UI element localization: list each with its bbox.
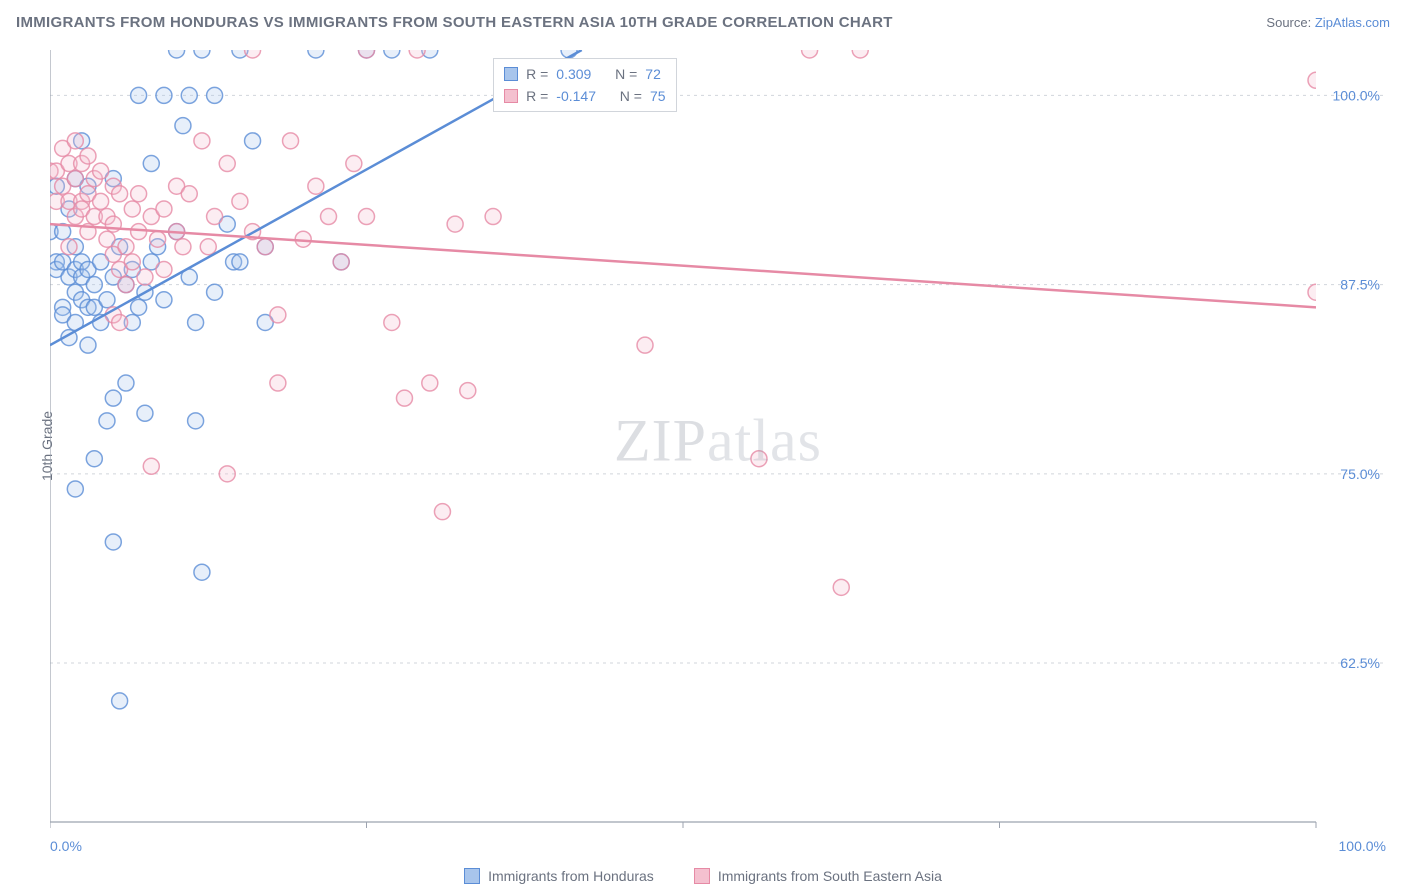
corr-n-value: 72 [645, 63, 661, 85]
corr-r-value: 0.309 [556, 63, 591, 85]
corr-swatch [504, 67, 518, 81]
corr-legend-row: R = 0.309 N = 72 [504, 63, 665, 85]
svg-text:100.0%: 100.0% [1333, 87, 1380, 103]
correlation-legend: R = 0.309 N = 72 R = -0.147 N = 75 [493, 58, 676, 113]
corr-legend-row: R = -0.147 N = 75 [504, 85, 665, 107]
corr-r-label: R = [526, 85, 548, 107]
legend-label-honduras: Immigrants from Honduras [488, 868, 654, 884]
legend-swatch-seasia [694, 868, 710, 884]
chart-svg: 62.5% 75.0% 87.5% 100.0% [50, 50, 1386, 832]
x-label-min: 0.0% [50, 838, 82, 854]
legend-item-honduras: Immigrants from Honduras [464, 868, 654, 884]
footer-legend: Immigrants from Honduras Immigrants from… [0, 868, 1406, 884]
legend-swatch-honduras [464, 868, 480, 884]
chart-source: Source: ZipAtlas.com [1266, 15, 1390, 30]
corr-n-value: 75 [650, 85, 666, 107]
corr-n-label: N = [620, 85, 642, 107]
corr-r-value: -0.147 [556, 85, 596, 107]
svg-text:62.5%: 62.5% [1340, 655, 1380, 671]
legend-item-seasia: Immigrants from South Eastern Asia [694, 868, 942, 884]
x-axis-labels: 0.0% 100.0% [50, 838, 1386, 858]
source-link[interactable]: ZipAtlas.com [1315, 15, 1390, 30]
corr-n-label: N = [615, 63, 637, 85]
source-label: Source: [1266, 15, 1311, 30]
x-label-max: 100.0% [1339, 838, 1386, 854]
chart-canvas-wrap: 62.5%75.0%87.5%100.0% ZIPatlas R = 0.309… [50, 50, 1386, 832]
svg-text:75.0%: 75.0% [1340, 466, 1380, 482]
corr-r-label: R = [526, 63, 548, 85]
chart-title: IMMIGRANTS FROM HONDURAS VS IMMIGRANTS F… [16, 14, 893, 31]
legend-label-seasia: Immigrants from South Eastern Asia [718, 868, 942, 884]
svg-text:87.5%: 87.5% [1340, 277, 1380, 293]
chart-header: IMMIGRANTS FROM HONDURAS VS IMMIGRANTS F… [0, 0, 1406, 36]
corr-swatch [504, 89, 518, 103]
